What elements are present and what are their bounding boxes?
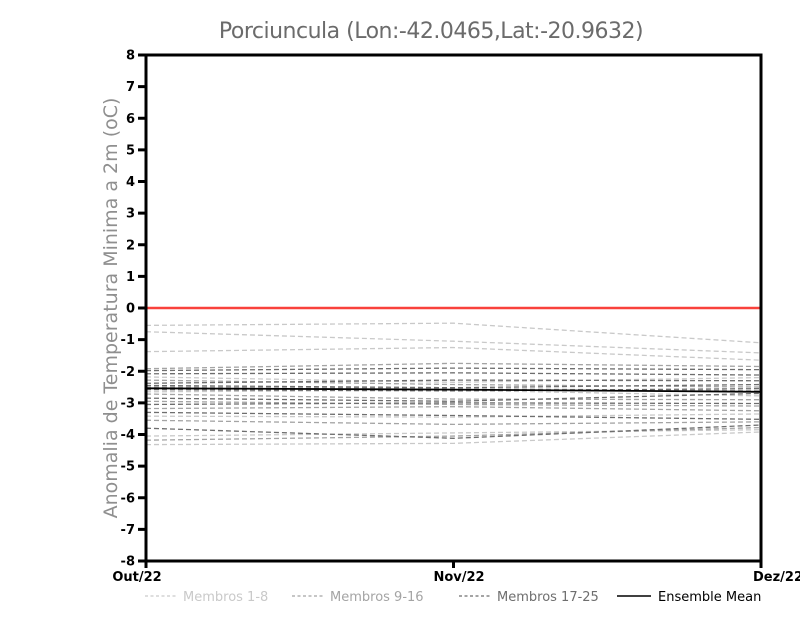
member-line: [145, 393, 762, 401]
y-axis-ticks: 8 7 6 5 4 3 2 1 0 -1 -2 -3 -4 -5 -6 -7 -8: [121, 49, 146, 570]
x-tick-label: Dez/22: [753, 570, 800, 585]
legend-label-membros-1-8: Membros 1-8: [183, 590, 268, 605]
member-line: [145, 379, 762, 384]
y-tick-label: -4: [121, 428, 135, 443]
member-line: [145, 411, 762, 420]
member-line: [145, 376, 762, 383]
ensemble-mean-line: [145, 387, 762, 393]
member-line: [145, 386, 762, 392]
member-line: [145, 424, 762, 439]
legend-label-membros-17-25: Membros 17-25: [497, 590, 599, 605]
member-line: [145, 426, 762, 441]
y-tick-label: 7: [126, 80, 135, 95]
member-line: [145, 346, 762, 361]
y-tick-label: 0: [126, 302, 135, 317]
x-tick-label: Nov/22: [433, 570, 484, 585]
y-tick-label: 1: [126, 270, 135, 285]
y-tick-label: 2: [126, 238, 135, 253]
y-tick-label: 3: [126, 207, 135, 222]
y-axis-label: Anomalia de Temperatura Minima a 2m (oC): [100, 98, 122, 519]
member-line: [145, 406, 762, 412]
legend-label-ensemble-mean: Ensemble Mean: [658, 590, 761, 605]
ensemble-mean-line-group: [145, 387, 762, 393]
member-line: [145, 383, 762, 389]
legend: Membros 1-8 Membros 9-16 Membros 17-25 E…: [145, 590, 761, 605]
chart-title: Porciuncula (Lon:-42.0465,Lat:-20.9632): [219, 19, 643, 44]
member-line: [145, 402, 762, 406]
member-line: [145, 362, 762, 370]
member-line: [145, 400, 762, 407]
y-tick-label: -1: [121, 333, 135, 348]
y-tick-label: -3: [121, 396, 135, 411]
member-line: [145, 392, 762, 402]
member-line: [145, 419, 762, 426]
x-axis-ticks: Out/22 Nov/22 Dez/22: [112, 561, 800, 585]
y-tick-label: 4: [126, 175, 135, 190]
member-line: [145, 331, 762, 354]
y-tick-label: -8: [121, 555, 135, 570]
member-line: [145, 322, 762, 344]
x-tick-label: Out/22: [112, 570, 161, 585]
member-line: [145, 372, 762, 376]
member-line: [145, 367, 762, 372]
y-tick-label: 6: [126, 112, 135, 127]
ensemble-member-lines: [145, 322, 762, 446]
y-tick-label: 8: [126, 49, 135, 64]
y-tick-label: -5: [121, 460, 135, 475]
y-tick-label: -7: [121, 523, 135, 538]
y-tick-label: 5: [126, 143, 135, 158]
y-tick-label: -6: [121, 491, 135, 506]
legend-label-membros-9-16: Membros 9-16: [330, 590, 424, 605]
member-line: [145, 431, 762, 446]
y-tick-label: -2: [121, 365, 135, 380]
member-line: [145, 413, 762, 418]
member-line: [145, 387, 762, 392]
